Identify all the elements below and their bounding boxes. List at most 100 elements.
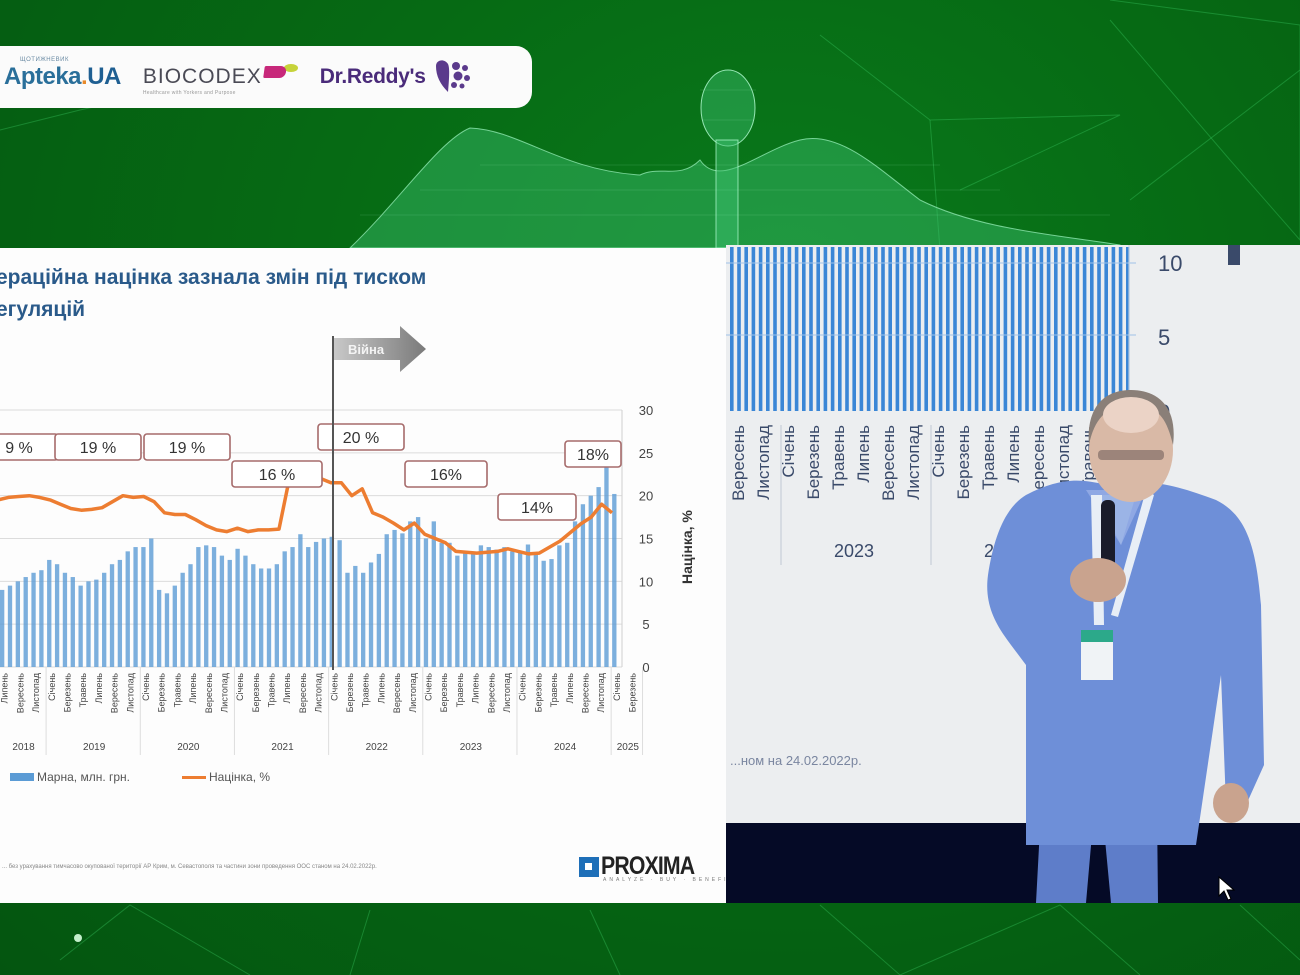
svg-text:Листопад: Листопад: [31, 672, 41, 712]
svg-text:Вересень: Вересень: [729, 425, 748, 501]
svg-text:Вересень: Вересень: [392, 673, 402, 713]
svg-text:Вересень: Вересень: [204, 673, 214, 713]
chart-legend: Марна, млн. грн. Націнка, %: [10, 770, 270, 784]
presentation-slide: ераційна націнка зазнала змін під тиском…: [0, 248, 726, 903]
svg-text:Липень: Липень: [0, 673, 10, 704]
legend-line-swatch: [182, 775, 207, 779]
proxima-square-icon: [579, 856, 599, 877]
svg-text:Вересень: Вересень: [486, 673, 496, 713]
svg-text:9 %: 9 %: [5, 440, 33, 457]
svg-text:Липень: Липень: [282, 673, 292, 704]
svg-text:Березень: Березень: [62, 673, 72, 713]
svg-text:Липень: Липень: [565, 673, 575, 704]
projected-footnote: ...ном на 24.02.2022р.: [730, 753, 862, 768]
annotation-box: 16 %: [231, 460, 323, 488]
svg-text:Вересень: Вересень: [1029, 425, 1048, 501]
projected-slide-closeup: 1050ВересеньЛистопадСіченьБерезеньТравен…: [726, 245, 1240, 565]
svg-text:2022: 2022: [366, 742, 389, 753]
legend-item-margin: Марна, млн. грн.: [10, 770, 130, 784]
svg-text:2018: 2018: [12, 742, 35, 753]
biocodex-pink-shape-icon: [262, 66, 287, 78]
svg-text:Травень: Травень: [829, 425, 848, 490]
svg-text:Березень: Березень: [157, 673, 167, 713]
svg-text:Січень: Січень: [929, 425, 948, 478]
svg-text:2019: 2019: [83, 742, 106, 753]
svg-text:Травень: Травень: [979, 425, 998, 490]
svg-text:Вересень: Вересень: [15, 673, 25, 713]
svg-text:Березень: Березень: [439, 673, 449, 713]
svg-text:Листопад: Листопад: [314, 672, 324, 712]
annotation-box: 9 %: [0, 433, 59, 461]
svg-text:Вересень: Вересень: [879, 425, 898, 501]
svg-text:16 %: 16 %: [259, 467, 295, 484]
caduceus-wireframe-graphic: [348, 69, 1121, 249]
svg-text:16%: 16%: [430, 467, 462, 484]
svg-text:15: 15: [639, 532, 653, 547]
svg-text:Січень: Січень: [424, 673, 434, 701]
svg-text:Січень: Січень: [779, 425, 798, 478]
annotation-box: 14%: [497, 493, 577, 521]
svg-text:Війна: Війна: [348, 342, 385, 357]
svg-text:Листопад: Листопад: [125, 672, 135, 712]
annotation-box: 20 %: [317, 423, 405, 451]
svg-text:Листопад: Листопад: [904, 425, 923, 500]
svg-text:Липень: Липень: [471, 673, 481, 704]
svg-text:Травень: Травень: [361, 673, 371, 708]
svg-text:Листопад: Листопад: [596, 672, 606, 712]
svg-text:5: 5: [1158, 325, 1170, 350]
svg-text:2023: 2023: [460, 742, 483, 753]
svg-text:Березень: Березень: [628, 673, 638, 713]
svg-text:20 %: 20 %: [343, 430, 379, 447]
svg-text:10: 10: [639, 574, 653, 589]
svg-text:2023: 2023: [834, 541, 874, 561]
svg-text:18%: 18%: [577, 447, 609, 464]
svg-text:2020: 2020: [177, 742, 200, 753]
sponsor-logo-bar: ЩОТИЖНЕВИК Apteka.UA BIOCODEX Healthcare …: [0, 46, 532, 108]
slide-footnote: ... без урахування тимчасово окупованої …: [2, 864, 377, 870]
slide-title: ераційна націнка зазнала змін під тиском…: [0, 266, 427, 321]
svg-text:Липень: Липень: [188, 673, 198, 704]
stage-floor: [726, 823, 1300, 903]
svg-text:Травень: Травень: [549, 673, 559, 708]
svg-text:Липень: Липень: [1004, 425, 1023, 483]
mouse-cursor-icon: [1218, 876, 1236, 901]
svg-text:30: 30: [639, 403, 653, 418]
biocodex-lime-shape-icon: [283, 64, 298, 72]
svg-text:Березень: Березень: [345, 673, 355, 713]
svg-text:Січень: Січень: [141, 673, 151, 701]
svg-text:Травень: Травень: [455, 673, 465, 708]
dr-reddys-logo: Dr.Reddy's: [320, 58, 472, 96]
svg-text:2024: 2024: [554, 742, 577, 753]
svg-text:Січень: Січень: [329, 673, 339, 701]
svg-text:Липень: Липень: [376, 673, 386, 704]
svg-text:Січень: Січень: [518, 673, 528, 701]
svg-text:20: 20: [639, 489, 653, 504]
svg-text:Березень: Березень: [804, 425, 823, 500]
apteka-ua-logo: ЩОТИЖНЕВИК Apteka.UA: [4, 57, 121, 90]
dr-reddys-heart-icon: [435, 60, 470, 92]
svg-text:Листопад: Листопад: [1054, 425, 1073, 500]
svg-text:19 %: 19 %: [80, 440, 116, 457]
svg-text:Березень: Березень: [954, 425, 973, 500]
svg-text:2025: 2025: [617, 742, 640, 753]
svg-text:Націнка, %: Націнка, %: [679, 510, 695, 584]
legend-item-markup: Націнка, %: [182, 770, 270, 784]
svg-text:Листопад: Листопад: [754, 425, 773, 500]
proxima-logo: PROXIMA ANALYZE · BUY · BENEFIT: [579, 852, 726, 883]
svg-text:Вересень: Вересень: [110, 673, 120, 713]
svg-text:Листопад: Листопад: [219, 672, 229, 712]
svg-text:5: 5: [642, 617, 649, 632]
svg-text:Травень: Травень: [172, 673, 182, 708]
biocodex-logo: BIOCODEX Healthcare with Yorkers and Purp…: [143, 64, 298, 96]
svg-text:2021: 2021: [271, 742, 294, 753]
svg-text:Вересень: Вересень: [580, 673, 590, 713]
svg-text:Січень: Січень: [235, 673, 245, 701]
war-event-marker-line: [332, 336, 334, 670]
annotation-box: 19 %: [143, 433, 231, 461]
svg-text:Травень: Травень: [78, 673, 88, 708]
svg-text:19 %: 19 %: [169, 440, 205, 457]
svg-text:25: 25: [639, 446, 653, 461]
svg-text:0: 0: [642, 660, 649, 675]
